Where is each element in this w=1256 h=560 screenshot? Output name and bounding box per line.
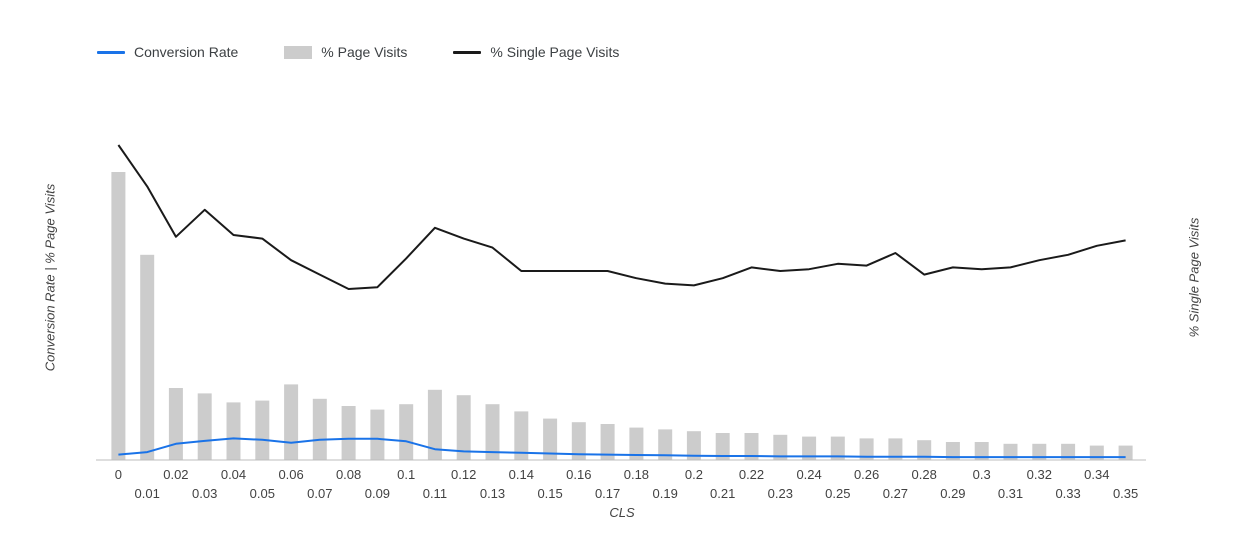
bar-0.15[interactable] [543, 418, 558, 460]
x-tick-label: 0.14 [509, 467, 534, 482]
bar-0.21[interactable] [715, 433, 730, 460]
line-swatch-icon [453, 50, 482, 54]
bar-0.01[interactable] [140, 254, 155, 460]
x-tick-label: 0.28 [912, 467, 937, 482]
bar-0.16[interactable] [571, 422, 586, 460]
bar-0.04[interactable] [226, 402, 241, 460]
x-tick-label: 0.21 [710, 486, 735, 501]
x-tick-label: 0.2 [685, 467, 703, 482]
x-tick-label: 0.03 [192, 486, 217, 501]
x-tick-label: 0 [115, 467, 122, 482]
x-tick-label: 0.26 [854, 467, 879, 482]
bar-0[interactable] [111, 172, 126, 460]
x-tick-label: 0.33 [1055, 486, 1080, 501]
y-axis-label-right: % Single Page Visits [1186, 217, 1202, 338]
x-tick-label: 0.05 [250, 486, 275, 501]
bar-0.13[interactable] [485, 404, 500, 460]
x-tick-label: 0.06 [278, 467, 303, 482]
x-tick-label: 0.22 [739, 467, 764, 482]
x-tick-label: 0.15 [537, 486, 562, 501]
bar-0.17[interactable] [600, 424, 615, 460]
x-tick-label: 0.1 [397, 467, 415, 482]
bar-0.3[interactable] [974, 442, 989, 460]
bar-0.25[interactable] [830, 436, 845, 460]
bar-0.05[interactable] [255, 400, 270, 460]
x-tick-label: 0.11 [423, 486, 447, 501]
bar-0.29[interactable] [945, 442, 960, 460]
legend-label: % Single Page Visits [490, 44, 620, 60]
legend-item-single-page-visits[interactable]: % Single Page Visits [453, 44, 619, 60]
bar-swatch-icon [284, 45, 313, 59]
legend-item-page-visits[interactable]: % Page Visits [284, 44, 407, 60]
x-tick-label: 0.24 [796, 467, 821, 482]
x-tick-label: 0.27 [883, 486, 908, 501]
bar-0.32[interactable] [1032, 443, 1047, 460]
bar-0.23[interactable] [773, 434, 788, 460]
x-tick-label: 0.07 [307, 486, 332, 501]
legend-label: % Page Visits [321, 44, 408, 60]
line-swatch-icon [97, 50, 125, 54]
x-tick-label: 0.18 [624, 467, 649, 482]
x-tick-label: 0.08 [336, 467, 361, 482]
bar-0.02[interactable] [168, 388, 183, 460]
x-tick-label: 0.31 [998, 486, 1023, 501]
x-tick-label: 0.04 [221, 467, 246, 482]
bar-0.19[interactable] [658, 429, 673, 460]
bar-0.1[interactable] [399, 404, 414, 460]
x-tick-label: 0.09 [365, 486, 390, 501]
bar-0.08[interactable] [341, 406, 356, 460]
bar-0.26[interactable] [859, 438, 874, 460]
bar-0.12[interactable] [456, 395, 471, 460]
bar-0.14[interactable] [514, 411, 529, 460]
x-tick-label: 0.16 [566, 467, 591, 482]
legend-label: Conversion Rate [134, 44, 239, 60]
x-tick-label: 0.32 [1027, 467, 1052, 482]
x-tick-label: 0.02 [163, 467, 188, 482]
x-tick-label: 0.35 [1113, 486, 1138, 501]
x-tick-label: 0.25 [825, 486, 850, 501]
bar-0.28[interactable] [917, 440, 932, 460]
x-tick-label: 0.34 [1084, 467, 1109, 482]
bar-0.24[interactable] [802, 436, 817, 460]
bar-0.22[interactable] [744, 433, 759, 460]
line-series--single-page-visits[interactable] [117, 144, 1126, 290]
x-tick-label: 0.17 [595, 486, 620, 501]
bar-0.07[interactable] [312, 398, 327, 460]
x-tick-label: 0.12 [451, 467, 476, 482]
legend-item-conversion-rate[interactable]: Conversion Rate [97, 44, 238, 60]
bar-0.18[interactable] [629, 427, 644, 460]
chart-legend: Conversion Rate % Page Visits % Single P… [97, 44, 619, 60]
bar-0.09[interactable] [370, 409, 385, 460]
bar-0.33[interactable] [1061, 443, 1076, 460]
y-axis-label-left: Conversion Rate | % Page Visits [42, 183, 58, 372]
bar-0.27[interactable] [888, 438, 903, 460]
bar-0.06[interactable] [284, 384, 299, 460]
x-tick-label: 0.01 [135, 486, 160, 501]
bar-0.31[interactable] [1003, 443, 1018, 460]
x-tick-label: 0.13 [480, 486, 505, 501]
bar-0.2[interactable] [686, 431, 701, 460]
x-tick-label: 0.3 [973, 467, 991, 482]
x-tick-label: 0.19 [653, 486, 678, 501]
x-axis-label: CLS [609, 505, 635, 520]
x-tick-label: 0.23 [768, 486, 793, 501]
line-series-conversion-rate[interactable] [118, 437, 1126, 459]
bar-0.11[interactable] [427, 389, 442, 460]
bar-0.03[interactable] [197, 393, 212, 460]
x-tick-label: 0.29 [940, 486, 965, 501]
